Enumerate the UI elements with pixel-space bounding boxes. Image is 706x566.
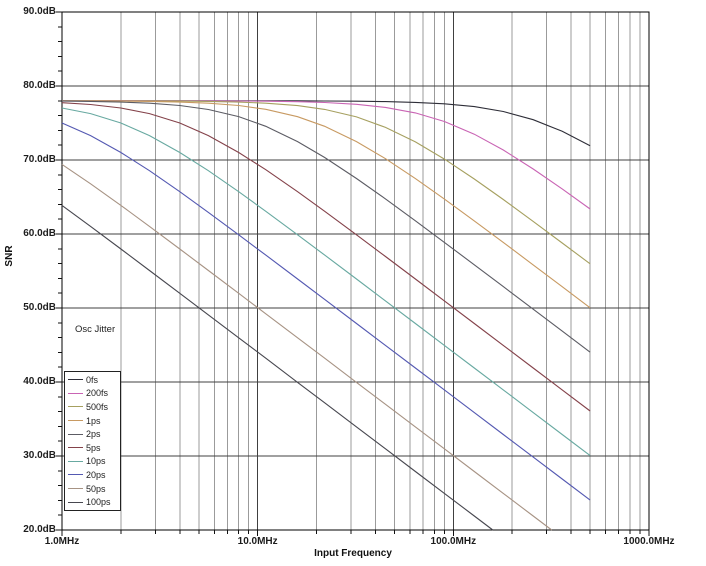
legend-swatch (68, 433, 83, 435)
legend-item: 10ps (68, 455, 120, 467)
legend-swatch (68, 420, 83, 422)
legend-item-label: 50ps (86, 483, 106, 494)
x-tick-label: 1.0MHz (44, 536, 80, 547)
y-tick-label: 60.0dB (23, 228, 56, 239)
legend-title: Osc Jitter (75, 324, 116, 335)
legend-item: 0fs (68, 374, 120, 386)
series-line-0fs (62, 100, 591, 147)
legend-swatch (68, 474, 83, 476)
legend-item-label: 200fs (86, 388, 109, 399)
x-tick-label: 1000.0MHz (623, 536, 675, 547)
series-line-50ps (61, 163, 553, 531)
legend-item: 1ps (68, 415, 120, 427)
legend-item: 20ps (68, 469, 120, 481)
plot-border (61, 11, 650, 531)
legend-item-label: 10ps (86, 456, 106, 467)
series-line-500fs (62, 100, 591, 265)
series-line-20ps (61, 122, 591, 501)
legend-item: 2ps (68, 428, 120, 440)
legend-swatch (68, 406, 83, 408)
y-tick-label: 70.0dB (23, 154, 56, 165)
y-tick-label: 20.0dB (23, 524, 56, 535)
series-line-2ps (61, 100, 591, 353)
x-tick-label: 10.0MHz (237, 536, 278, 547)
legend-swatch (68, 460, 83, 462)
series-line-100ps (61, 204, 494, 531)
y-tick-label: 40.0dB (23, 376, 56, 387)
legend-item: 500fs (68, 401, 120, 413)
legend-item: 100ps (68, 496, 120, 508)
y-tick-label: 80.0dB (23, 80, 56, 91)
legend-swatch (68, 488, 83, 490)
legend-item: 200fs (68, 387, 120, 399)
y-tick-label: 50.0dB (23, 302, 56, 313)
legend-item-label: 2ps (86, 429, 101, 440)
legend-item-label: 20ps (86, 469, 106, 480)
legend-item: 5ps (68, 442, 120, 454)
legend-item: 50ps (68, 483, 120, 495)
legend-swatch (68, 501, 83, 503)
y-tick-label: 90.0dB (23, 6, 56, 17)
series-line-200fs (62, 100, 591, 210)
series-line-1ps (62, 100, 591, 309)
legend-item-label: 5ps (86, 442, 101, 453)
legend-item-label: 500fs (86, 401, 109, 412)
legend-item-label: 1ps (86, 415, 101, 426)
legend-swatch (68, 392, 83, 394)
legend-box: 0fs 200fs 500fs 1ps 2ps 5ps 10ps 20ps 50ps 100ps (64, 371, 121, 511)
series-line-10ps (61, 107, 591, 457)
x-tick-label: 100.0MHz (430, 536, 477, 547)
series-line-5ps (61, 102, 591, 412)
x-axis-title: Input Frequency (314, 548, 392, 559)
y-tick-label: 30.0dB (23, 450, 56, 461)
legend-item-label: 0fs (86, 374, 99, 385)
legend-swatch (68, 447, 83, 449)
legend-swatch (68, 379, 83, 381)
legend-item-label: 100ps (86, 497, 111, 508)
